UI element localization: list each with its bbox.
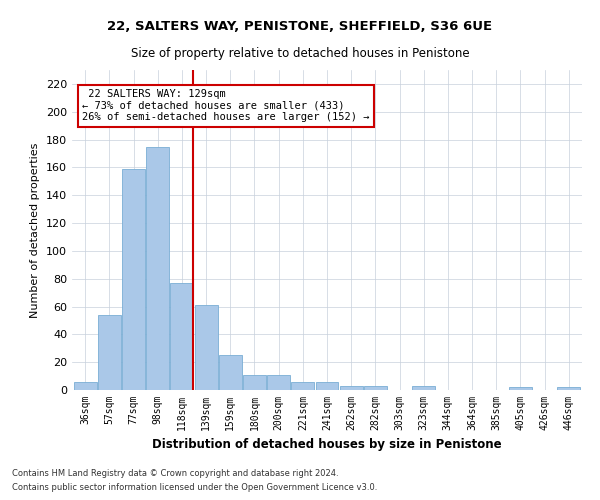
- Text: 22 SALTERS WAY: 129sqm 
← 73% of detached houses are smaller (433)
26% of semi-d: 22 SALTERS WAY: 129sqm ← 73% of detached…: [82, 89, 370, 122]
- Text: Contains HM Land Registry data © Crown copyright and database right 2024.: Contains HM Land Registry data © Crown c…: [12, 468, 338, 477]
- Text: Contains public sector information licensed under the Open Government Licence v3: Contains public sector information licen…: [12, 484, 377, 492]
- Bar: [146, 146, 169, 390]
- Bar: [267, 374, 290, 390]
- Bar: [340, 386, 362, 390]
- Text: 22, SALTERS WAY, PENISTONE, SHEFFIELD, S36 6UE: 22, SALTERS WAY, PENISTONE, SHEFFIELD, S…: [107, 20, 493, 33]
- Bar: [194, 305, 218, 390]
- Bar: [316, 382, 338, 390]
- Bar: [170, 283, 193, 390]
- X-axis label: Distribution of detached houses by size in Penistone: Distribution of detached houses by size …: [152, 438, 502, 452]
- Bar: [509, 387, 532, 390]
- Bar: [98, 315, 121, 390]
- Bar: [219, 355, 242, 390]
- Bar: [122, 169, 145, 390]
- Text: Size of property relative to detached houses in Penistone: Size of property relative to detached ho…: [131, 48, 469, 60]
- Bar: [412, 386, 435, 390]
- Bar: [243, 374, 266, 390]
- Bar: [292, 382, 314, 390]
- Bar: [364, 386, 387, 390]
- Bar: [557, 387, 580, 390]
- Y-axis label: Number of detached properties: Number of detached properties: [31, 142, 40, 318]
- Bar: [74, 382, 97, 390]
